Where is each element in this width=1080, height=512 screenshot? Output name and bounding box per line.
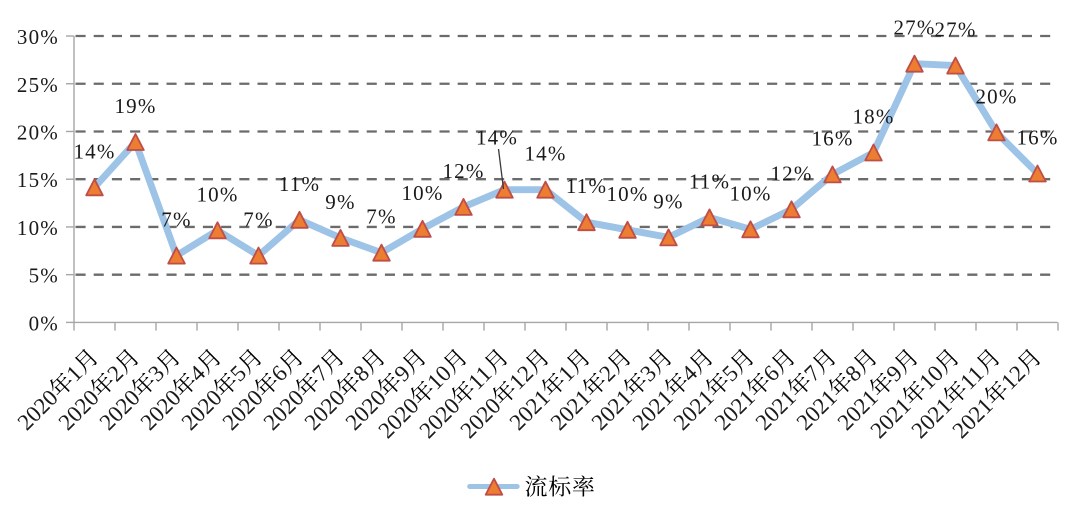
svg-text:2020: 2020: [455, 393, 505, 443]
svg-text:12%: 12%: [442, 159, 484, 183]
svg-text:10: 10: [914, 360, 948, 394]
svg-text:10%: 10%: [196, 182, 238, 206]
svg-text:11%: 11%: [279, 172, 320, 196]
svg-text:2021: 2021: [792, 385, 842, 435]
svg-text:7%: 7%: [243, 208, 273, 232]
svg-text:4: 4: [676, 360, 702, 386]
svg-text:10%: 10%: [401, 181, 443, 205]
svg-text:14%: 14%: [476, 126, 518, 150]
svg-text:11%: 11%: [566, 174, 607, 198]
svg-text:16%: 16%: [1016, 126, 1058, 150]
svg-text:2021: 2021: [628, 385, 678, 435]
svg-text:10: 10: [422, 360, 456, 394]
svg-text:2021: 2021: [906, 393, 956, 443]
svg-text:2021: 2021: [710, 385, 760, 435]
svg-text:2020: 2020: [218, 385, 268, 435]
svg-text:5%: 5%: [29, 264, 59, 288]
svg-text:30%: 30%: [17, 25, 59, 49]
svg-text:20%: 20%: [17, 121, 59, 145]
svg-text:2021: 2021: [505, 385, 555, 435]
svg-text:12: 12: [996, 360, 1030, 394]
svg-text:12%: 12%: [770, 161, 812, 185]
svg-text:14%: 14%: [73, 139, 115, 163]
svg-text:2021: 2021: [546, 385, 596, 435]
svg-text:4: 4: [184, 360, 210, 386]
svg-text:25%: 25%: [17, 73, 59, 97]
svg-text:11: 11: [463, 361, 496, 394]
svg-text:2021: 2021: [947, 393, 997, 443]
svg-text:7%: 7%: [366, 205, 396, 229]
svg-text:2020: 2020: [54, 385, 104, 435]
svg-text:27%: 27%: [934, 18, 976, 42]
svg-text:18%: 18%: [852, 105, 894, 129]
svg-text:10%: 10%: [17, 216, 59, 240]
svg-text:2020: 2020: [136, 385, 186, 435]
svg-text:16%: 16%: [811, 126, 853, 150]
svg-text:2021: 2021: [751, 385, 801, 435]
svg-text:2020: 2020: [414, 393, 464, 443]
svg-text:0%: 0%: [29, 311, 59, 335]
svg-text:2020: 2020: [300, 385, 350, 435]
svg-text:2020: 2020: [13, 385, 63, 435]
svg-text:2021: 2021: [587, 385, 637, 435]
svg-text:7%: 7%: [161, 208, 191, 232]
svg-text:9%: 9%: [653, 189, 683, 213]
svg-text:14%: 14%: [524, 142, 566, 166]
svg-text:10%: 10%: [729, 181, 771, 205]
svg-text:2021: 2021: [669, 385, 719, 435]
svg-text:11%: 11%: [689, 169, 730, 193]
svg-text:11: 11: [955, 361, 988, 394]
svg-text:2020: 2020: [177, 385, 227, 435]
svg-text:19%: 19%: [114, 94, 156, 118]
svg-text:10%: 10%: [606, 182, 648, 206]
svg-text:9%: 9%: [325, 190, 355, 214]
svg-text:2020: 2020: [259, 385, 309, 435]
svg-text:20%: 20%: [975, 84, 1017, 108]
svg-text:27%: 27%: [893, 16, 935, 40]
svg-text:2020: 2020: [95, 385, 145, 435]
svg-text:15%: 15%: [17, 168, 59, 192]
